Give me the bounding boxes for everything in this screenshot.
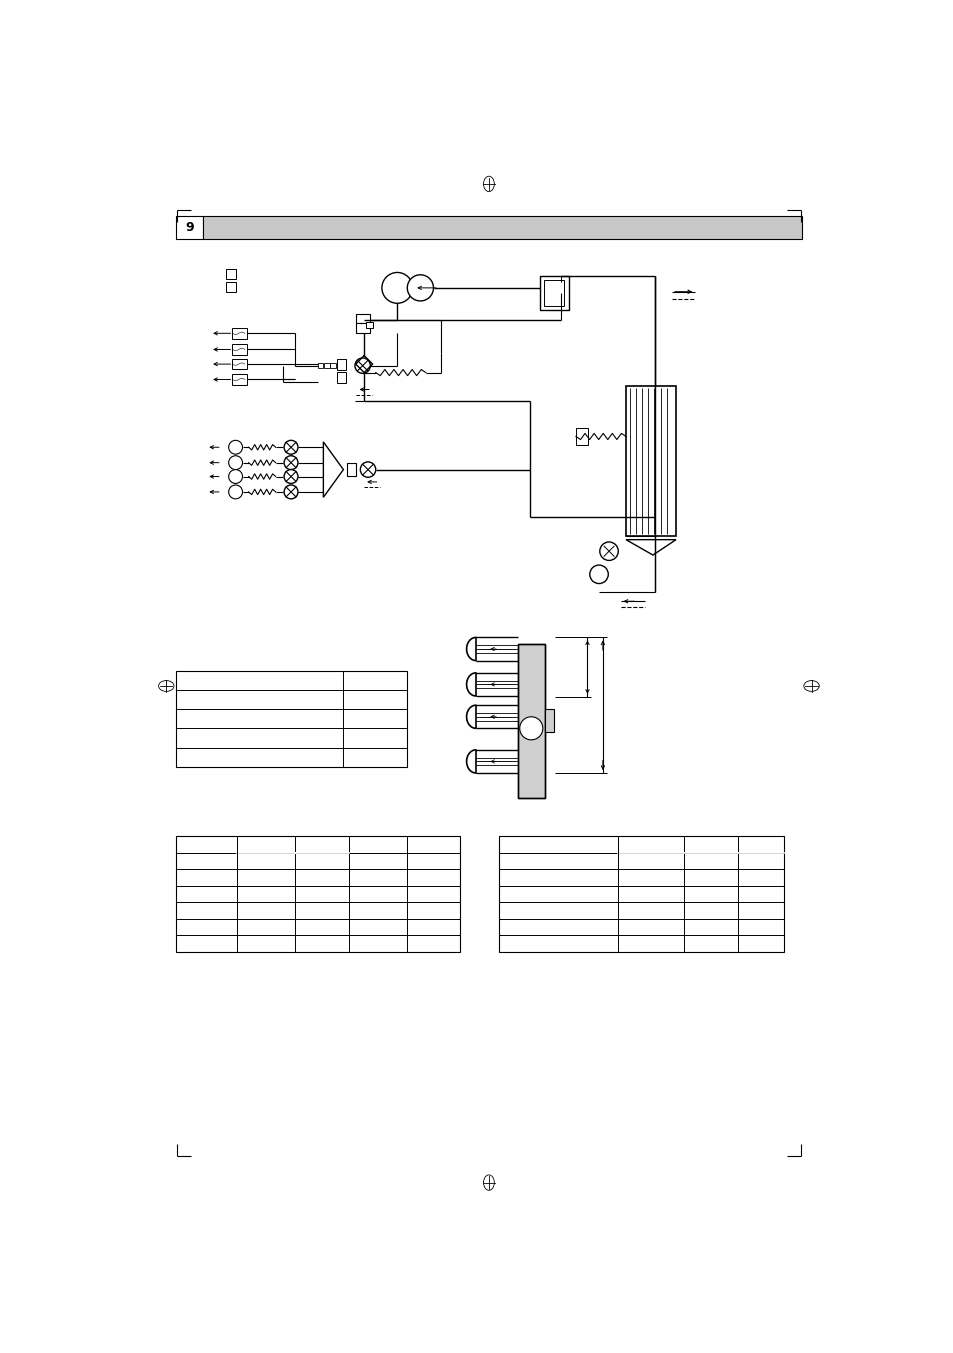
- Circle shape: [284, 469, 297, 483]
- Bar: [175, 216, 203, 239]
- Bar: [225, 269, 235, 279]
- Bar: [356, 314, 370, 323]
- Bar: [317, 364, 323, 368]
- Bar: [576, 428, 588, 445]
- Bar: [336, 360, 345, 371]
- Bar: [366, 322, 373, 327]
- Circle shape: [229, 469, 242, 483]
- Bar: [356, 323, 370, 333]
- Circle shape: [599, 543, 618, 560]
- Bar: [347, 464, 356, 476]
- Bar: [498, 836, 783, 951]
- Bar: [324, 364, 329, 368]
- Circle shape: [589, 566, 608, 583]
- Bar: [232, 359, 247, 369]
- Circle shape: [229, 440, 242, 455]
- Polygon shape: [323, 442, 343, 498]
- Circle shape: [229, 456, 242, 469]
- Bar: [625, 386, 676, 536]
- Bar: [517, 644, 544, 798]
- Circle shape: [229, 484, 242, 499]
- Circle shape: [519, 717, 542, 740]
- Polygon shape: [625, 540, 676, 555]
- Bar: [544, 280, 564, 306]
- Bar: [203, 216, 801, 239]
- Circle shape: [355, 359, 370, 373]
- Circle shape: [284, 456, 297, 469]
- Text: 9: 9: [185, 222, 193, 234]
- Circle shape: [381, 272, 413, 303]
- Bar: [539, 276, 568, 310]
- Bar: [232, 327, 247, 338]
- Bar: [336, 372, 345, 383]
- Circle shape: [284, 440, 297, 455]
- Bar: [232, 375, 247, 384]
- Bar: [517, 644, 544, 798]
- Bar: [225, 281, 235, 292]
- Circle shape: [284, 484, 297, 499]
- Circle shape: [360, 461, 375, 478]
- Bar: [544, 709, 554, 732]
- Bar: [330, 364, 335, 368]
- Circle shape: [407, 275, 433, 300]
- Bar: [175, 671, 406, 767]
- Bar: [175, 836, 460, 951]
- Bar: [232, 344, 247, 354]
